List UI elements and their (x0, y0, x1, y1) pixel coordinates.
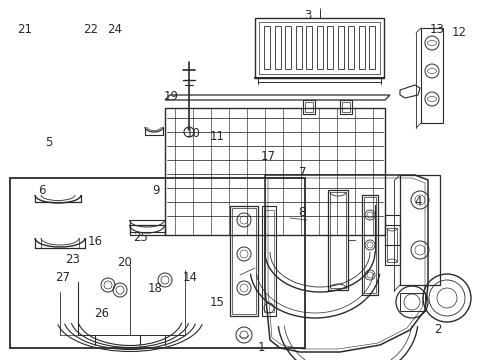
Bar (264, 26, 269, 69)
Text: 21: 21 (17, 23, 32, 36)
Bar (361, 195, 377, 295)
Bar (262, 206, 275, 316)
Bar (303, 100, 314, 114)
Text: 16: 16 (88, 235, 102, 248)
Text: 26: 26 (94, 307, 109, 320)
Text: 7: 7 (299, 166, 306, 179)
Text: 22: 22 (83, 23, 98, 36)
Bar (399, 293, 424, 311)
Bar (386, 228, 396, 262)
Bar (327, 190, 347, 290)
Text: 11: 11 (210, 130, 224, 143)
Text: 3: 3 (304, 9, 311, 22)
Text: 18: 18 (148, 282, 163, 294)
Bar (305, 102, 312, 112)
Text: 9: 9 (151, 184, 159, 197)
Bar (339, 100, 351, 114)
Bar (363, 197, 375, 293)
Text: 2: 2 (433, 323, 441, 336)
Bar (305, 26, 311, 69)
Text: 20: 20 (117, 256, 132, 269)
Bar (337, 26, 343, 69)
Bar (264, 210, 273, 312)
Bar (341, 102, 349, 112)
Bar (231, 208, 256, 314)
Text: 8: 8 (298, 206, 305, 219)
Text: 6: 6 (38, 184, 45, 197)
Bar (316, 26, 322, 69)
Text: 17: 17 (260, 150, 275, 163)
Bar (295, 26, 301, 69)
Text: 24: 24 (107, 23, 122, 36)
Text: 13: 13 (428, 23, 443, 36)
Bar (285, 26, 290, 69)
Bar (274, 26, 280, 69)
Bar (10, 178, 305, 348)
Text: 12: 12 (451, 26, 466, 39)
Text: 14: 14 (182, 271, 197, 284)
Text: 1: 1 (257, 341, 265, 354)
Bar (384, 225, 399, 265)
Text: 25: 25 (133, 231, 147, 244)
Text: 15: 15 (210, 296, 224, 309)
Text: 4: 4 (413, 195, 421, 208)
Bar (326, 26, 332, 69)
Bar (329, 192, 346, 288)
Bar (358, 26, 364, 69)
Text: 23: 23 (65, 253, 80, 266)
Bar (347, 26, 353, 69)
Text: 19: 19 (163, 90, 178, 103)
Text: 10: 10 (185, 127, 200, 140)
Text: 27: 27 (55, 271, 70, 284)
Bar (368, 26, 374, 69)
Text: 5: 5 (45, 136, 53, 149)
Bar (229, 206, 258, 316)
